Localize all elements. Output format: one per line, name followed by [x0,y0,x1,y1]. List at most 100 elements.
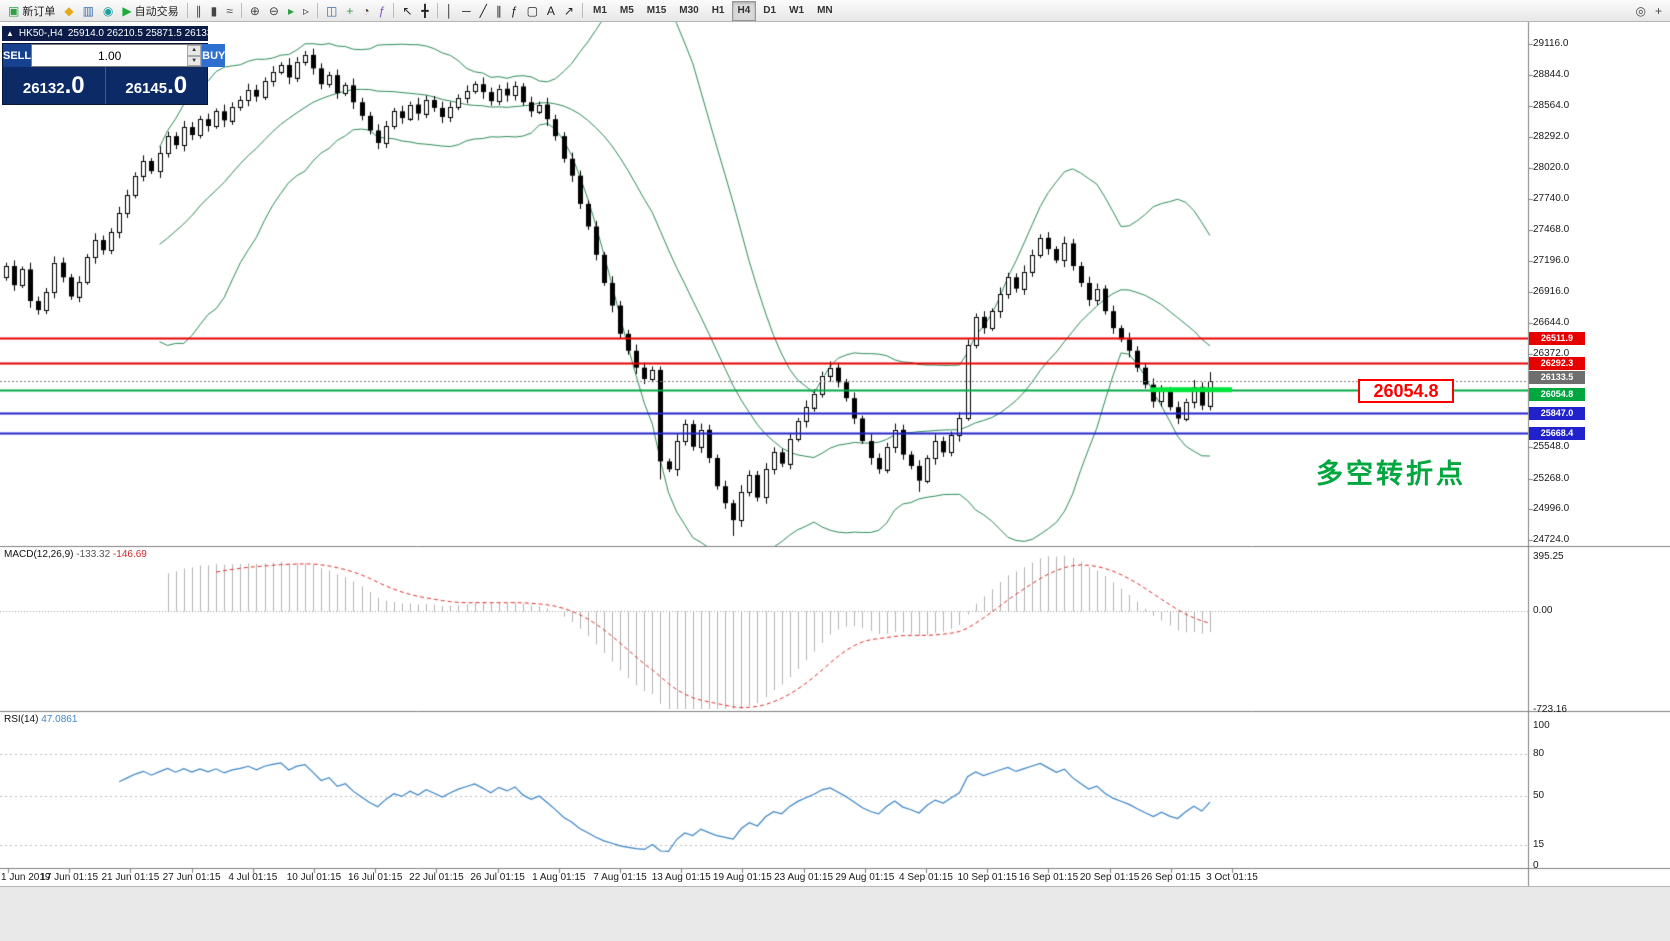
timeframe-h4-button[interactable]: H4 [731,0,757,21]
price-axis-tick: 27468.0 [1533,224,1570,236]
timeframe-m5-button[interactable]: M5 [614,1,640,21]
buy-price-value: 26145 [125,80,168,97]
volume-up-button[interactable]: ▲ [187,45,202,56]
macd-name: MACD(12,26,9) [4,549,74,560]
price-level-label-26292-3: 26292.3 [1529,356,1585,370]
shapes-button[interactable]: ▢ [523,1,542,21]
timeframe-m15-button[interactable]: M15 [641,1,672,21]
buy-price[interactable]: 26145.0 [106,67,208,104]
macd-axis-tick: -723.16 [1533,703,1567,715]
price-level-label-25668-4: 25668.4 [1529,427,1585,441]
main-toolbar: ▣ 新订单 ◆ ▥ ◉ ▶ 自动交易 ∥ ▮ ≈ ⊕ ⊖ ▸ ▹ ◫ + ◔ ƒ ↖ ╋ │ ─ ╱ ∥ ƒ ▢ A ↗ M1 M5 M15… [0,0,1670,22]
fibonacci-button[interactable]: ƒ [507,1,522,21]
trendline-icon: ╱ [479,3,487,18]
time-axis-label: 16 Sep 01:15 [1018,872,1079,883]
new-order-label: 新订单 [22,5,56,18]
time-axis-label: 4 Sep 01:15 [899,872,953,883]
tile-windows-button[interactable]: ◫ [322,1,341,21]
text-icon: A [546,3,555,18]
chart-symbol-period: HK50-,H4 [18,28,63,39]
time-axis-label: 10 Jul 01:15 [286,872,342,883]
auto-trading-button[interactable]: ▶ 自动交易 [118,1,182,21]
time-axis-label: 22 Jul 01:15 [409,872,464,883]
price-callout[interactable]: 26054.8 [1358,379,1454,403]
one-click-collapse-arrow[interactable]: ▲ [6,29,14,38]
channel-icon: ∥ [495,3,502,18]
zoom-in-icon: ⊕ [249,3,260,18]
indicators-button[interactable]: ƒ [375,1,390,21]
turning-point-note[interactable]: 多空转折点 [1316,459,1466,489]
indicators-icon: ƒ [378,3,386,18]
sell-price[interactable]: 26132.0 [3,67,105,104]
cursor-button[interactable]: ↖ [398,1,416,21]
price-axis-tick: 27196.0 [1533,254,1570,266]
rsi-axis-tick: 15 [1533,839,1545,850]
zoom-in-button[interactable]: ⊕ [246,1,264,21]
auto-trading-label: 自动交易 [134,5,179,18]
rsi-value: 47.0861 [41,714,78,725]
channel-button[interactable]: ∥ [492,1,506,21]
rsi-axis-tick: 0 [1533,860,1539,871]
time-axis-label: 4 Jul 01:15 [228,872,278,883]
price-axis-tick: 28564.0 [1533,100,1570,112]
line-chart-button[interactable]: ≈ [222,1,237,21]
timeframe-h1-button[interactable]: H1 [706,1,731,21]
time-axis-label: 20 Sep 01:15 [1079,872,1140,883]
time-axis-label: 27 Jun 01:15 [162,872,221,883]
price-chart-plot[interactable] [0,22,1670,886]
shapes-icon: ▢ [526,3,538,18]
buy-button[interactable]: BUY [202,44,226,67]
horizontal-line-button[interactable]: ─ [458,1,475,21]
crosshair-icon: ╋ [421,3,429,18]
period-clock-button[interactable]: ◔ [358,1,373,21]
market-watch-icon: ▥ [82,3,94,18]
auto-scroll-button[interactable]: ▸ [284,1,298,21]
add-button[interactable]: + [1651,1,1666,21]
toolbar-separator [317,3,319,18]
one-click-trading-panel: SELL ▲ ▼ BUY 26132.0 26145.0 [2,43,226,105]
volume-down-button[interactable]: ▼ [187,55,202,66]
market-watch-button[interactable]: ▥ [79,1,98,21]
macd-axis-tick: 395.25 [1533,551,1564,562]
toolbar-separator [240,3,242,18]
time-axis-label: 26 Jul 01:15 [470,872,525,883]
toolbar-separator [393,3,395,18]
volume-spinner: ▲ ▼ [187,45,202,66]
sell-button[interactable]: SELL [3,44,32,67]
macd-axis-tick: 0.00 [1533,605,1553,616]
mql5-community-button[interactable]: ◆ [60,1,77,21]
time-axis-label: 10 Sep 01:15 [957,872,1017,883]
price-axis-tick: 26372.0 [1533,347,1570,359]
text-button[interactable]: A [543,1,559,21]
price-axis-tick: 24724.0 [1533,534,1570,545]
timeframe-mn-button[interactable]: MN [811,1,839,21]
timeframe-d1-button[interactable]: D1 [757,1,782,21]
volume-input[interactable] [32,45,188,66]
data-window-button[interactable]: ◉ [99,1,117,21]
time-axis-label: 29 Aug 01:15 [835,872,895,883]
bar-chart-icon: ∥ [195,3,202,18]
zoom-out-button[interactable]: ⊖ [265,1,283,21]
price-level-label-25847-0: 25847.0 [1529,407,1585,421]
timeframe-m1-button[interactable]: M1 [587,1,613,21]
vertical-line-button[interactable]: │ [442,1,458,21]
trendline-button[interactable]: ╱ [476,1,491,21]
macd-value-signal: -146.69 [112,549,147,560]
timeframe-m30-button[interactable]: M30 [673,1,704,21]
arrows-button[interactable]: ↗ [560,1,578,21]
new-chart-icon: + [346,3,354,18]
candlestick-chart-button[interactable]: ▮ [207,1,222,21]
new-order-button[interactable]: ▣ 新订单 [4,1,59,21]
chart-shift-button[interactable]: ▹ [299,1,313,21]
bar-chart-button[interactable]: ∥ [192,1,206,21]
time-axis-label: 17 Jun 01:15 [40,872,99,883]
time-axis-label: 1 Jun 2019 [1,872,51,883]
new-chart-button[interactable]: + [342,1,357,21]
line-chart-icon: ≈ [226,3,233,18]
auto-scroll-icon: ▸ [287,3,294,18]
price-axis-tick: 27740.0 [1533,193,1570,205]
timeframe-w1-button[interactable]: W1 [783,1,810,21]
search-icon: ◎ [1635,3,1646,18]
crosshair-button[interactable]: ╋ [417,1,432,21]
search-button[interactable]: ◎ [1632,1,1650,21]
